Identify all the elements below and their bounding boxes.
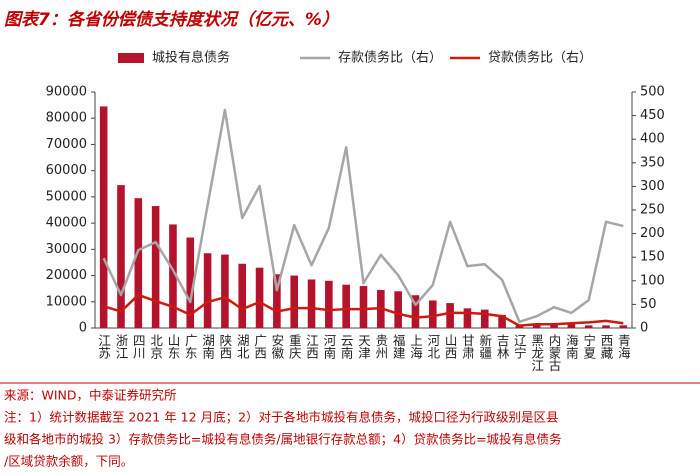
x-tick-label: 宁夏 (581, 333, 596, 359)
legend-label: 城投有息债务 (152, 50, 230, 66)
x-tick-label: 广东 (183, 334, 198, 359)
x-tick-label: 广西 (252, 334, 267, 359)
y2-tick-label: 400 (640, 132, 665, 147)
line (102, 108, 624, 324)
y-tick-label: 60000 (46, 163, 87, 178)
bar (203, 253, 212, 328)
x-tick-label: 新疆 (477, 333, 492, 359)
bar (498, 314, 506, 328)
bar (342, 284, 350, 328)
x-tick-label: 山东 (165, 334, 180, 359)
x-tick-label: 江西 (304, 334, 319, 359)
bar (602, 325, 610, 328)
y2-tick-label: 300 (640, 179, 665, 194)
x-tick-label: 江苏 (96, 334, 111, 359)
source: 来源：WIND，中泰证券研究所 (4, 388, 177, 403)
y2-tick-label: 200 (640, 226, 665, 241)
x-tick-label: 黑龙江 (529, 334, 544, 372)
bar (238, 263, 247, 328)
bar (186, 237, 195, 328)
y-tick-label: 0 (79, 321, 87, 336)
y2-tick-label: 500 (640, 85, 665, 100)
x-tick-label: 云南 (339, 334, 354, 359)
bar (117, 185, 125, 328)
bar (221, 254, 229, 328)
bar (446, 303, 454, 328)
x-tick-label: 湖南 (200, 333, 215, 359)
bar (290, 275, 299, 328)
y-tick-label: 20000 (46, 268, 87, 283)
bar (567, 324, 576, 328)
x-tick-label: 内蒙古 (547, 334, 562, 372)
bar (480, 309, 489, 328)
bar (255, 267, 264, 328)
y2-tick-label: 250 (640, 203, 665, 218)
y2-tick-label: 50 (640, 297, 657, 312)
x-tick-label: 重庆 (287, 333, 302, 359)
bar (273, 274, 281, 328)
bar (99, 106, 108, 328)
y-tick-label: 10000 (46, 294, 87, 309)
bar (394, 291, 402, 328)
bar (411, 295, 420, 328)
bar (325, 280, 333, 328)
bar (463, 308, 472, 328)
bar (584, 325, 593, 328)
bar (169, 224, 177, 328)
x-tick-label: 河南 (321, 334, 336, 359)
bar (619, 325, 628, 328)
x-tick-label: 西藏 (599, 334, 614, 360)
legend-label: 贷款债务比（右） (488, 50, 592, 66)
bar (359, 286, 368, 328)
y-tick-label: 90000 (46, 85, 87, 100)
y2-tick-label: 100 (640, 273, 665, 288)
y2-tick-label: 350 (640, 155, 665, 170)
x-tick-label: 甘肃 (460, 334, 475, 360)
x-tick-label: 浙江 (113, 333, 128, 359)
x-tick-label: 海南 (564, 333, 579, 359)
x-tick-label: 山西 (443, 334, 458, 359)
bar (134, 198, 143, 328)
bar (532, 324, 541, 328)
x-tick-label: 北京 (148, 334, 163, 360)
bar (151, 206, 160, 328)
x-tick-label: 陕西 (217, 333, 232, 359)
legend-swatch (118, 53, 144, 63)
note: 注：1）统计数据截至 2021 年 12 月底；2）对于各地市城投有息债务，城投… (4, 410, 559, 425)
note: /区域贷款余额，下同。 (4, 454, 133, 469)
note: 级和各地市的城投 3）存款债务比=城投有息债务/属地银行存款总额；4）贷款债务比… (4, 432, 562, 447)
x-tick-label: 河北 (425, 334, 440, 360)
x-tick-label: 辽宁 (512, 334, 527, 359)
x-tick-label: 贵州 (373, 334, 388, 359)
bar (307, 279, 316, 328)
chart-title: 图表7：各省份偿债支持度状况（亿元、%） (4, 10, 339, 30)
y-tick-label: 40000 (46, 216, 87, 231)
x-tick-label: 天津 (356, 334, 371, 359)
x-tick-label: 青海 (616, 334, 631, 359)
y-tick-label: 50000 (46, 189, 87, 204)
y-tick-label: 30000 (46, 242, 87, 257)
bar (428, 300, 437, 328)
y2-tick-label: 150 (640, 250, 665, 265)
y-tick-label: 80000 (46, 111, 87, 126)
x-tick-label: 四川 (131, 334, 146, 359)
line (103, 293, 624, 327)
legend-label: 存款债务比（右） (338, 50, 442, 66)
y2-tick-label: 450 (640, 108, 665, 123)
x-tick-label: 上海 (408, 334, 423, 359)
x-tick-label: 吉林 (495, 334, 510, 359)
x-tick-label: 安徽 (269, 333, 284, 359)
bar (550, 324, 558, 328)
y-tick-label: 70000 (46, 137, 87, 152)
x-tick-label: 湖北 (235, 333, 250, 360)
y2-tick-label: 0 (640, 321, 648, 336)
x-tick-label: 福建 (391, 333, 406, 360)
